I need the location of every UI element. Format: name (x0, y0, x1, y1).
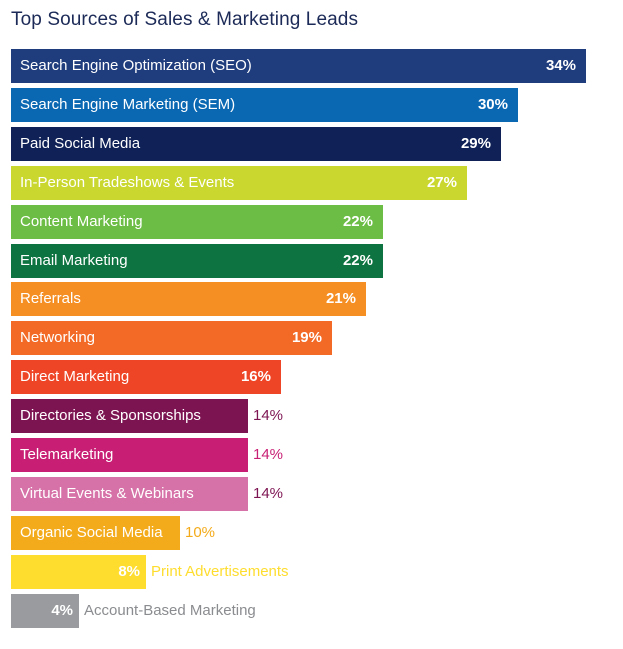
bar-value-label: 14% (253, 446, 284, 463)
bar-label: Search Engine Optimization (SEO) (20, 57, 252, 74)
chart-title: Top Sources of Sales & Marketing Leads (11, 9, 359, 30)
bar-label: Organic Social Media (20, 524, 163, 541)
bar-label: Referrals (20, 290, 81, 307)
bar (11, 244, 383, 278)
bar (11, 399, 248, 433)
bar (11, 360, 281, 394)
bar (11, 555, 146, 589)
bar-label: Directories & Sponsorships (20, 407, 201, 424)
bar-value-label: 29% (460, 135, 491, 152)
bar (11, 205, 383, 239)
bar (11, 321, 332, 355)
bar-value-label: 34% (545, 57, 576, 74)
bar-value-label: 4% (51, 602, 73, 619)
bar (11, 516, 180, 550)
bar (11, 438, 248, 472)
bar-label: Networking (20, 329, 96, 346)
bar-label: Print Advertisements (151, 563, 289, 580)
bar-value-label: 21% (325, 290, 356, 307)
bar-label: Virtual Events & Webinars (20, 485, 194, 502)
bar (11, 88, 518, 122)
bar-label: In-Person Tradeshows & Events (20, 174, 235, 191)
bar-label: Content Marketing (20, 213, 143, 230)
bar (11, 594, 79, 628)
bar-value-label: 14% (253, 485, 284, 502)
bar-value-label: 16% (240, 368, 271, 385)
bar-label: Paid Social Media (20, 135, 141, 152)
bar (11, 49, 586, 83)
bar-value-label: 30% (477, 96, 508, 113)
bar-value-label: 22% (342, 252, 373, 269)
bar-label: Email Marketing (20, 252, 128, 269)
bar (11, 166, 467, 200)
bar-label: Search Engine Marketing (SEM) (20, 96, 236, 113)
bar (11, 282, 366, 316)
bar-value-label: 14% (253, 407, 284, 424)
bar-value-label: 8% (118, 563, 140, 580)
bar-label: Direct Marketing (20, 368, 130, 385)
bar-value-label: 27% (426, 174, 457, 191)
bar-label: Account-Based Marketing (84, 602, 256, 619)
bar (11, 477, 248, 511)
bar-value-label: 22% (342, 213, 373, 230)
bar-value-label: 10% (185, 524, 216, 541)
bar (11, 127, 501, 161)
bar-label: Telemarketing (20, 446, 114, 463)
bar-value-label: 19% (291, 329, 322, 346)
